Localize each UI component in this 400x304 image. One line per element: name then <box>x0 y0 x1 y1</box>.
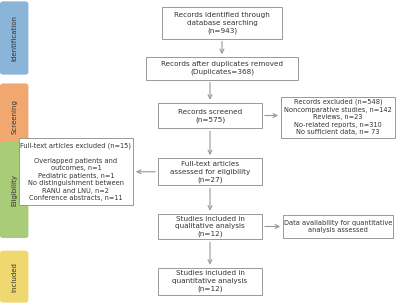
FancyBboxPatch shape <box>158 268 262 295</box>
FancyBboxPatch shape <box>0 2 28 75</box>
Text: Full-text articles excluded (n=15)

Overlapped patients and
outcomes, n=1
Pediat: Full-text articles excluded (n=15) Overl… <box>20 142 132 201</box>
FancyBboxPatch shape <box>158 103 262 128</box>
FancyBboxPatch shape <box>0 84 28 151</box>
FancyBboxPatch shape <box>281 97 395 137</box>
Text: Records excluded (n=548)
Noncomparative studies, n=142
Reviews, n=23
No-related : Records excluded (n=548) Noncomparative … <box>284 99 392 135</box>
Text: Records screened
(n=575): Records screened (n=575) <box>178 109 242 123</box>
FancyBboxPatch shape <box>146 57 298 80</box>
FancyBboxPatch shape <box>283 215 393 238</box>
Text: Studies included in
quantitative analysis
(n=12): Studies included in quantitative analysi… <box>172 271 248 292</box>
Text: Included: Included <box>11 262 17 292</box>
FancyBboxPatch shape <box>158 158 262 185</box>
Text: Full-text articles
assessed for eligibility
(n=27): Full-text articles assessed for eligibil… <box>170 161 250 182</box>
Text: Eligibility: Eligibility <box>11 174 17 206</box>
Text: Identification: Identification <box>11 15 17 61</box>
FancyBboxPatch shape <box>0 250 28 303</box>
FancyBboxPatch shape <box>19 138 133 205</box>
Text: Records identified through
database searching
(n=943): Records identified through database sear… <box>174 12 270 33</box>
Text: Screening: Screening <box>11 100 17 134</box>
FancyBboxPatch shape <box>162 7 282 39</box>
FancyBboxPatch shape <box>0 142 28 238</box>
Text: Studies included in
qualitative analysis
(n=12): Studies included in qualitative analysis… <box>175 216 245 237</box>
Text: Data availability for quantitative
analysis assessed: Data availability for quantitative analy… <box>284 220 392 233</box>
Text: Records after duplicates removed
(Duplicates=368): Records after duplicates removed (Duplic… <box>161 61 283 75</box>
FancyBboxPatch shape <box>158 213 262 240</box>
